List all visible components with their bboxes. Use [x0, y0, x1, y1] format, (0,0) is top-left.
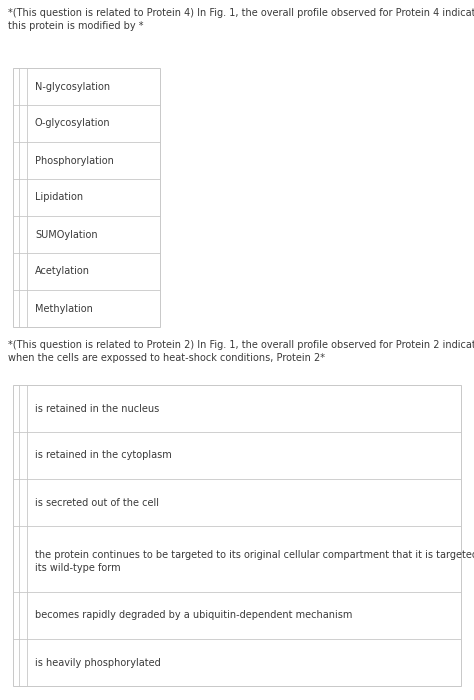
- Text: is secreted out of the cell: is secreted out of the cell: [35, 498, 159, 508]
- Text: *(This question is related to Protein 4) In Fig. 1, the overall profile observed: *(This question is related to Protein 4)…: [8, 8, 474, 18]
- Text: is heavily phosphorylated: is heavily phosphorylated: [35, 657, 161, 668]
- Text: the protein continues to be targeted to its original cellular compartment that i: the protein continues to be targeted to …: [35, 550, 474, 560]
- Text: becomes rapidly degraded by a ubiquitin-dependent mechanism: becomes rapidly degraded by a ubiquitin-…: [35, 610, 352, 620]
- Text: is retained in the cytoplasm: is retained in the cytoplasm: [35, 451, 172, 461]
- Text: *(This question is related to Protein 2) In Fig. 1, the overall profile observed: *(This question is related to Protein 2)…: [8, 340, 474, 350]
- Text: its wild-type form: its wild-type form: [35, 563, 120, 573]
- Text: SUMOylation: SUMOylation: [35, 230, 98, 239]
- Text: N-glycosylation: N-glycosylation: [35, 81, 110, 92]
- Text: Lipidation: Lipidation: [35, 193, 83, 202]
- Bar: [13, 68, 160, 327]
- Text: Acetylation: Acetylation: [35, 267, 90, 276]
- Text: when the cells are expossed to heat-shock conditions, Protein 2*: when the cells are expossed to heat-shoc…: [8, 353, 325, 363]
- Text: this protein is modified by *: this protein is modified by *: [8, 21, 144, 31]
- Text: Methylation: Methylation: [35, 304, 93, 314]
- Bar: [13, 385, 461, 686]
- Text: is retained in the nucleus: is retained in the nucleus: [35, 403, 159, 414]
- Text: Phosphorylation: Phosphorylation: [35, 155, 114, 165]
- Text: O-glycosylation: O-glycosylation: [35, 118, 110, 129]
